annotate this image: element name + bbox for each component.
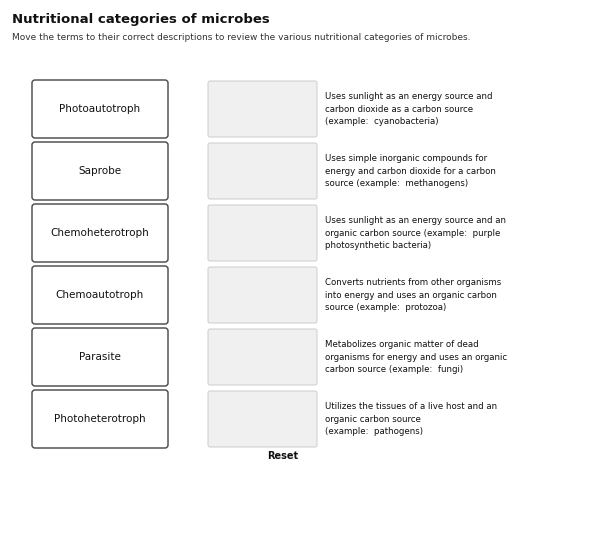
FancyBboxPatch shape (32, 142, 168, 200)
Text: Nutritional categories of microbes: Nutritional categories of microbes (12, 13, 270, 26)
Text: Utilizes the tissues of a live host and an
organic carbon source
(example:  path: Utilizes the tissues of a live host and … (325, 402, 497, 436)
FancyBboxPatch shape (208, 329, 317, 385)
Text: Reset: Reset (267, 451, 298, 461)
FancyBboxPatch shape (208, 205, 317, 261)
Text: Parasite: Parasite (79, 352, 121, 362)
FancyBboxPatch shape (32, 80, 168, 138)
Text: Uses sunlight as an energy source and
carbon dioxide as a carbon source
(example: Uses sunlight as an energy source and ca… (325, 92, 492, 126)
FancyBboxPatch shape (208, 81, 317, 137)
FancyBboxPatch shape (208, 267, 317, 323)
Text: Saprobe: Saprobe (79, 166, 121, 176)
FancyBboxPatch shape (208, 143, 317, 199)
Text: Move the terms to their correct descriptions to review the various nutritional c: Move the terms to their correct descript… (12, 33, 470, 42)
FancyBboxPatch shape (208, 391, 317, 447)
FancyBboxPatch shape (32, 328, 168, 386)
Text: Converts nutrients from other organisms
into energy and uses an organic carbon
s: Converts nutrients from other organisms … (325, 278, 501, 312)
FancyBboxPatch shape (32, 390, 168, 448)
Text: Uses sunlight as an energy source and an
organic carbon source (example:  purple: Uses sunlight as an energy source and an… (325, 216, 506, 250)
Text: Photoheterotroph: Photoheterotroph (54, 414, 146, 424)
Text: Uses simple inorganic compounds for
energy and carbon dioxide for a carbon
sourc: Uses simple inorganic compounds for ener… (325, 154, 496, 188)
Text: Chemoautotroph: Chemoautotroph (56, 290, 144, 300)
Text: Metabolizes organic matter of dead
organisms for energy and uses an organic
carb: Metabolizes organic matter of dead organ… (325, 340, 507, 374)
Text: Chemoheterotroph: Chemoheterotroph (51, 228, 149, 238)
FancyBboxPatch shape (32, 266, 168, 324)
FancyBboxPatch shape (32, 204, 168, 262)
Text: Photoautotroph: Photoautotroph (59, 104, 140, 114)
